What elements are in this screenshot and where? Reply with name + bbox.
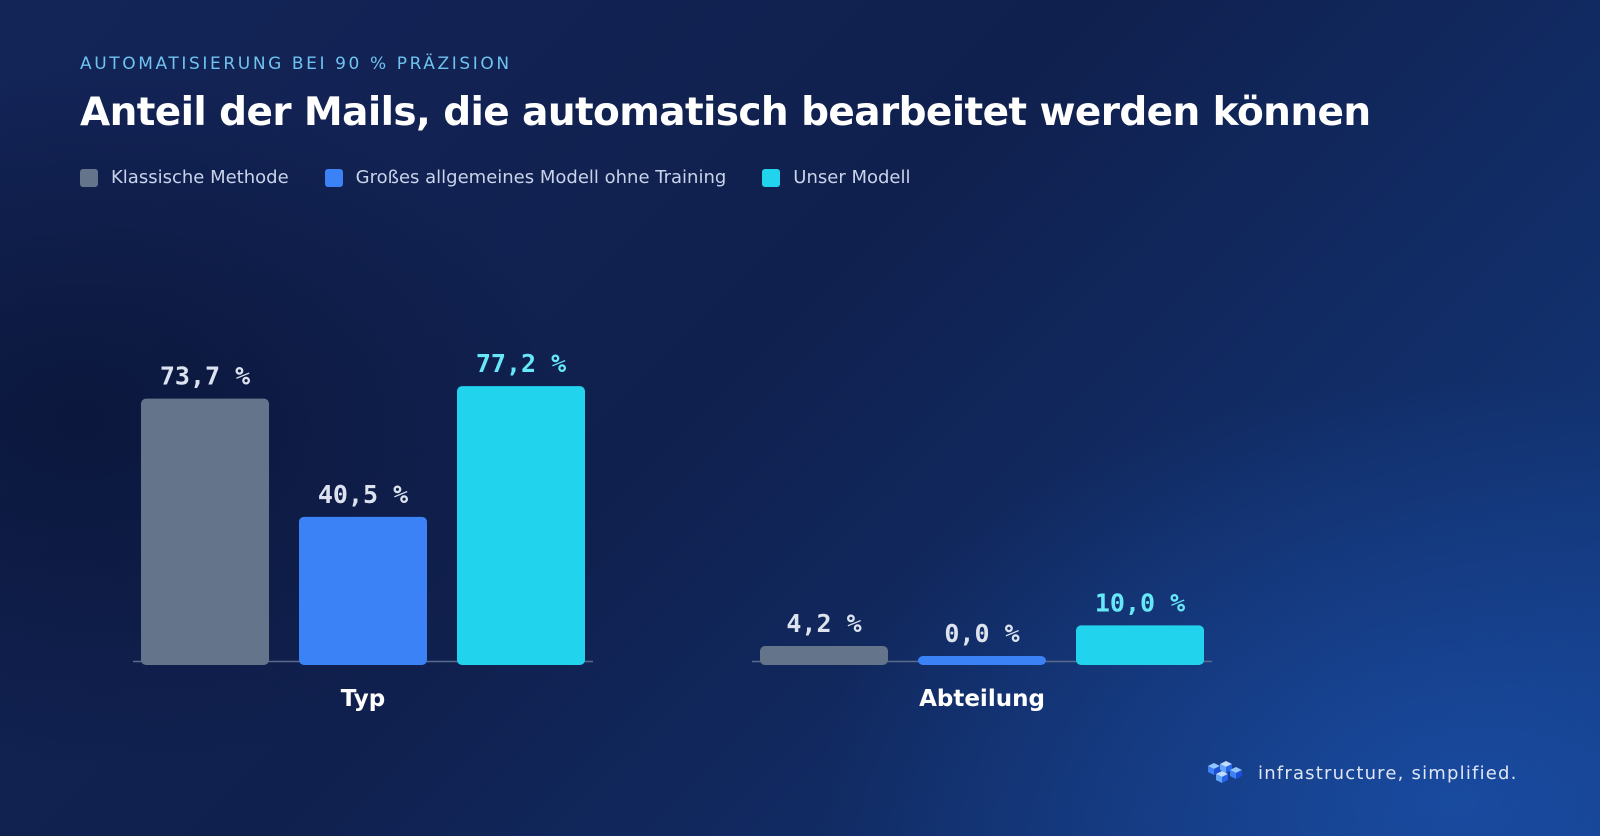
bar-abteilung-general-model (918, 656, 1046, 665)
legend-item-general-model: Großes allgemeines Modell ohne Training (324, 167, 727, 188)
legend-item-classic: Klassische Methode (80, 167, 289, 188)
bar-value-label-abteilung-general-model: 0,0 % (944, 619, 1019, 648)
bar-typ-classic (141, 398, 269, 665)
legend-label-our-model: Unser Modell (793, 167, 911, 188)
chart-title: Anteil der Mails, die automatisch bearbe… (80, 90, 1371, 135)
legend-label-classic: Klassische Methode (111, 167, 289, 188)
stacked-cubes-logo-icon (1208, 761, 1242, 783)
brand-tagline: infrastructure, simplified. (1258, 762, 1518, 784)
bar-value-label-typ-classic: 73,7 % (160, 362, 250, 391)
bar-typ-general-model (299, 516, 427, 665)
chart-legend: Klassische Methode Großes allgemeines Mo… (80, 167, 946, 188)
category-label-typ: Typ (341, 686, 385, 712)
bar-typ-our-model (457, 386, 585, 665)
category-label-abteilung: Abteilung (919, 686, 1045, 712)
brand-footer: infrastructure, simplified. (1204, 758, 1518, 788)
bar-value-label-abteilung-our-model: 10,0 % (1095, 588, 1185, 617)
legend-label-general-model: Großes allgemeines Modell ohne Training (355, 167, 727, 188)
chart-subtitle: AUTOMATISIERUNG BEI 90 % PRÄZISION (80, 54, 512, 74)
legend-swatch-our-model (762, 168, 781, 187)
legend-item-our-model: Unser Modell (762, 167, 910, 188)
bar-value-label-typ-general-model: 40,5 % (318, 480, 408, 509)
bar-value-label-typ-our-model: 77,2 % (476, 349, 566, 378)
bar-abteilung-classic (760, 646, 888, 665)
legend-swatch-classic (80, 168, 98, 187)
bar-value-label-abteilung-classic: 4,2 % (786, 609, 861, 638)
legend-swatch-general-model (324, 168, 343, 187)
bar-abteilung-our-model (1076, 625, 1204, 665)
